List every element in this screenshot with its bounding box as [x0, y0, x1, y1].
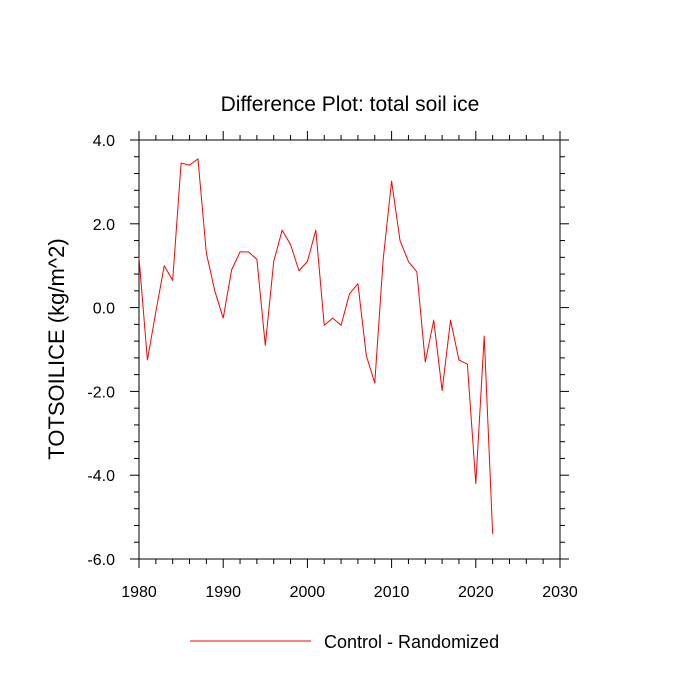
chart-title: Difference Plot: total soil ice: [221, 93, 480, 116]
x-tick-label: 1980: [121, 584, 157, 601]
x-tick-label: 1990: [205, 584, 241, 601]
y-tick-label: -2.0: [87, 384, 115, 401]
x-tick-label: 2030: [542, 584, 578, 601]
legend-label: Control - Randomized: [324, 632, 499, 652]
y-tick-label: -4.0: [87, 468, 115, 485]
y-tick-label: 2.0: [93, 217, 115, 234]
x-tick-label: 2000: [290, 584, 326, 601]
y-tick-label: -6.0: [87, 552, 115, 569]
legend: Control - Randomized: [190, 632, 499, 652]
x-tick-label: 2010: [374, 584, 410, 601]
x-tick-label: 2020: [458, 584, 494, 601]
plot-frame: [138, 139, 561, 560]
y-tick-label: 0.0: [93, 301, 115, 318]
y-tick-label: 4.0: [93, 133, 115, 150]
series-line: [138, 158, 494, 534]
y-axis-label: TOTSOILICE (kg/m^2): [44, 238, 69, 459]
plot-area: 1980 1990 2000 2010 2020 2030 -6.0 -4.0 -2.0 0.0 2…: [87, 131, 578, 601]
